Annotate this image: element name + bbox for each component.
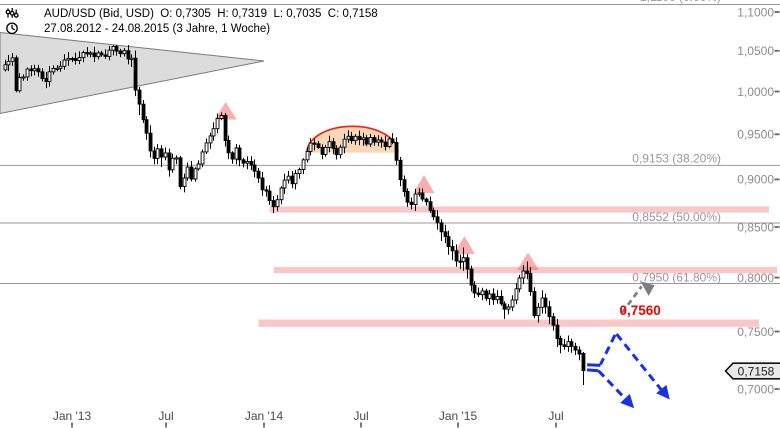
svg-text:1,0000: 1,0000 <box>737 85 774 99</box>
svg-text:0,7500: 0,7500 <box>737 325 774 339</box>
svg-text:Jan '14: Jan '14 <box>245 409 284 423</box>
svg-text:0,9153 (38.20%): 0,9153 (38.20%) <box>632 152 721 166</box>
svg-text:AUD/USD (Bid, USD) O: 0,7305: AUD/USD (Bid, USD) O: 0,7305 H: 0,7319 L… <box>44 8 378 20</box>
svg-text:0,7950 (61.80%): 0,7950 (61.80%) <box>632 270 721 284</box>
svg-text:0,8000: 0,8000 <box>737 271 774 285</box>
svg-text:1,1100 (0.00%): 1,1100 (0.00%) <box>640 0 721 4</box>
svg-text:0,7158: 0,7158 <box>738 364 775 378</box>
svg-text:27.08.2012 - 24.08.2015 (3 Jah: 27.08.2012 - 24.08.2015 (3 Jahre, 1 Woch… <box>44 23 270 35</box>
svg-text:0,7000: 0,7000 <box>737 382 774 396</box>
svg-text:0,9000: 0,9000 <box>737 173 774 187</box>
svg-text:Jan '15: Jan '15 <box>439 409 478 423</box>
svg-text:Jul: Jul <box>548 409 563 423</box>
svg-text:1,1000: 1,1000 <box>737 5 774 19</box>
svg-text:Jul: Jul <box>158 409 173 423</box>
svg-text:Jan '13: Jan '13 <box>53 409 92 423</box>
svg-text:0,9500: 0,9500 <box>737 128 774 142</box>
svg-text:1,0500: 1,0500 <box>737 44 774 58</box>
svg-text:0,7560: 0,7560 <box>620 303 661 318</box>
svg-text:0,8500: 0,8500 <box>737 220 774 234</box>
svg-text:Jul: Jul <box>353 409 368 423</box>
svg-text:0,8552 (50.00%): 0,8552 (50.00%) <box>632 210 721 224</box>
